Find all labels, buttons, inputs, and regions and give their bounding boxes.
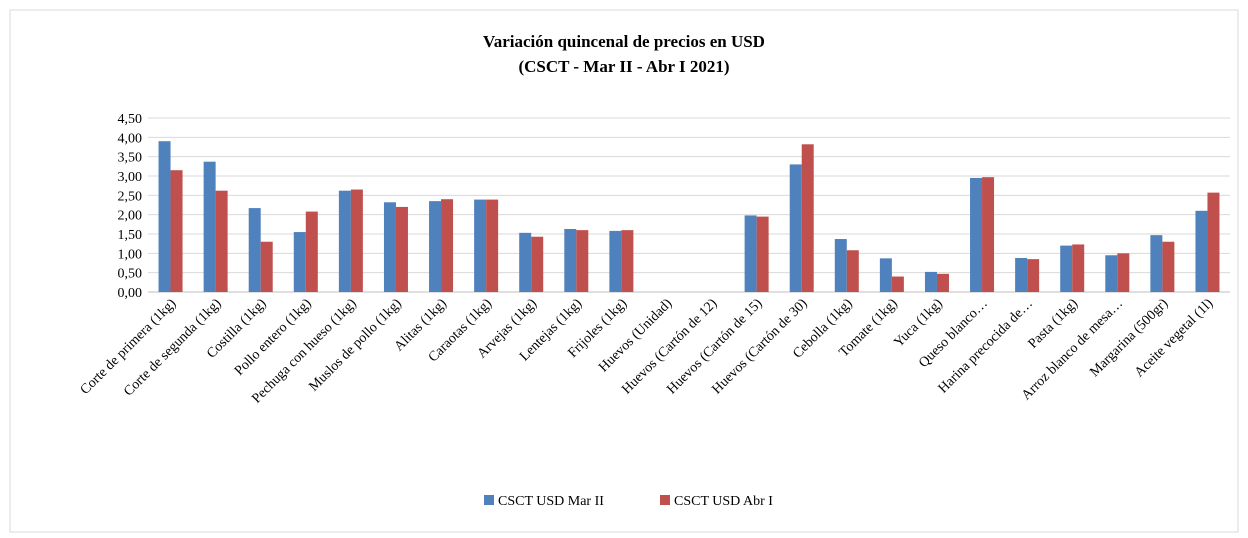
y-tick-label: 3,00 [118, 170, 143, 185]
bar [801, 144, 814, 292]
bar [170, 170, 183, 292]
y-tick-label: 0,50 [118, 267, 143, 282]
bar [1162, 241, 1175, 292]
bar [474, 199, 487, 292]
y-tick-label: 0,00 [118, 286, 143, 301]
y-tick-label: 4,50 [118, 112, 143, 127]
y-tick-label: 2,00 [118, 209, 143, 224]
bar [531, 236, 544, 292]
bar [834, 239, 847, 292]
legend-label: CSCT USD Mar II [498, 494, 604, 509]
bar [1195, 210, 1208, 292]
y-tick-label: 2,50 [118, 189, 143, 204]
bar [744, 215, 757, 292]
bar [970, 177, 983, 292]
bar [248, 208, 261, 292]
legend-swatch [484, 495, 494, 505]
bar [1015, 257, 1028, 292]
bar [564, 228, 577, 292]
bar [1207, 192, 1220, 292]
bar [1060, 245, 1073, 292]
bar [621, 230, 634, 292]
y-tick-label: 3,50 [118, 151, 143, 166]
bar [215, 190, 228, 292]
chart-subtitle: (CSCT - Mar II - Abr I 2021) [518, 57, 729, 76]
bar [1027, 259, 1040, 292]
y-tick-label: 1,50 [118, 228, 143, 243]
y-tick-label: 1,00 [118, 247, 143, 262]
bar [756, 216, 769, 292]
bar [203, 161, 216, 292]
bar [924, 271, 937, 292]
bar [305, 211, 318, 292]
chart-title: Variación quincenal de precios en USD [483, 32, 765, 51]
bar [609, 230, 622, 292]
bar [519, 232, 532, 292]
bar [429, 201, 442, 292]
legend-swatch [660, 495, 670, 505]
bar [1150, 235, 1163, 292]
y-tick-label: 4,00 [118, 131, 143, 146]
bar [936, 273, 949, 292]
bar [395, 206, 408, 292]
bar [338, 190, 351, 292]
bar [293, 232, 306, 292]
bar [350, 189, 363, 292]
bar [486, 199, 499, 292]
bar [1072, 244, 1085, 292]
bar [879, 258, 892, 292]
bar [260, 241, 273, 292]
legend-label: CSCT USD Abr I [674, 494, 773, 509]
bar [158, 141, 171, 292]
bar [1117, 253, 1130, 292]
bar [846, 250, 859, 292]
bar [1105, 255, 1118, 292]
bar [383, 202, 396, 292]
bar [789, 164, 802, 292]
bar [576, 230, 589, 292]
bar [982, 177, 995, 292]
bar [891, 276, 904, 292]
bar [441, 199, 454, 292]
